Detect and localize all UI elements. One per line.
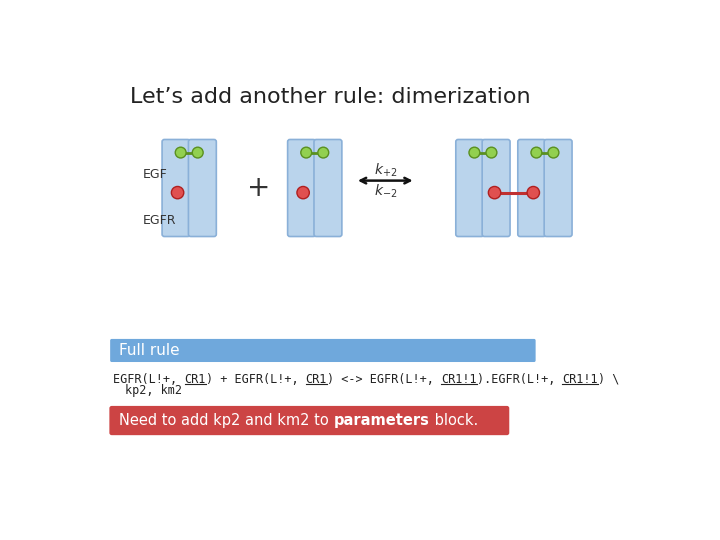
Text: $k_{-2}$: $k_{-2}$ (374, 183, 397, 200)
Text: CR1: CR1 (305, 373, 327, 386)
Circle shape (469, 147, 480, 158)
Text: ).EGFR(L!+,: ).EGFR(L!+, (477, 373, 562, 386)
Text: Need to add kp2 and km2 to: Need to add kp2 and km2 to (120, 413, 334, 428)
Circle shape (171, 186, 184, 199)
FancyBboxPatch shape (456, 139, 484, 237)
Text: $k_{+2}$: $k_{+2}$ (374, 161, 397, 179)
Text: Full rule: Full rule (120, 343, 180, 358)
Circle shape (548, 147, 559, 158)
Text: CR1!1: CR1!1 (562, 373, 598, 386)
FancyBboxPatch shape (544, 139, 572, 237)
Circle shape (527, 186, 539, 199)
FancyBboxPatch shape (314, 139, 342, 237)
Circle shape (175, 147, 186, 158)
Circle shape (531, 147, 542, 158)
FancyBboxPatch shape (110, 339, 536, 362)
Text: EGFR(L!+,: EGFR(L!+, (113, 373, 184, 386)
Text: block.: block. (430, 413, 478, 428)
FancyBboxPatch shape (109, 406, 509, 435)
Text: EGF: EGF (143, 167, 168, 181)
Circle shape (297, 186, 310, 199)
Circle shape (301, 147, 312, 158)
Text: ) <-> EGFR(L!+,: ) <-> EGFR(L!+, (327, 373, 441, 386)
Text: CR1: CR1 (184, 373, 206, 386)
Circle shape (486, 147, 497, 158)
FancyBboxPatch shape (287, 139, 315, 237)
FancyBboxPatch shape (518, 139, 546, 237)
Text: parameters: parameters (334, 413, 430, 428)
Circle shape (318, 147, 329, 158)
Circle shape (192, 147, 203, 158)
FancyBboxPatch shape (482, 139, 510, 237)
Text: Let’s add another rule: dimerization: Let’s add another rule: dimerization (130, 87, 531, 107)
Text: +: + (247, 174, 271, 202)
FancyBboxPatch shape (162, 139, 190, 237)
FancyBboxPatch shape (189, 139, 216, 237)
Text: EGFR: EGFR (143, 214, 176, 227)
Text: CR1!1: CR1!1 (441, 373, 477, 386)
Circle shape (488, 186, 500, 199)
Text: ) \: ) \ (598, 373, 619, 386)
Text: kp2, km2: kp2, km2 (125, 383, 182, 396)
Text: ) + EGFR(L!+,: ) + EGFR(L!+, (206, 373, 305, 386)
